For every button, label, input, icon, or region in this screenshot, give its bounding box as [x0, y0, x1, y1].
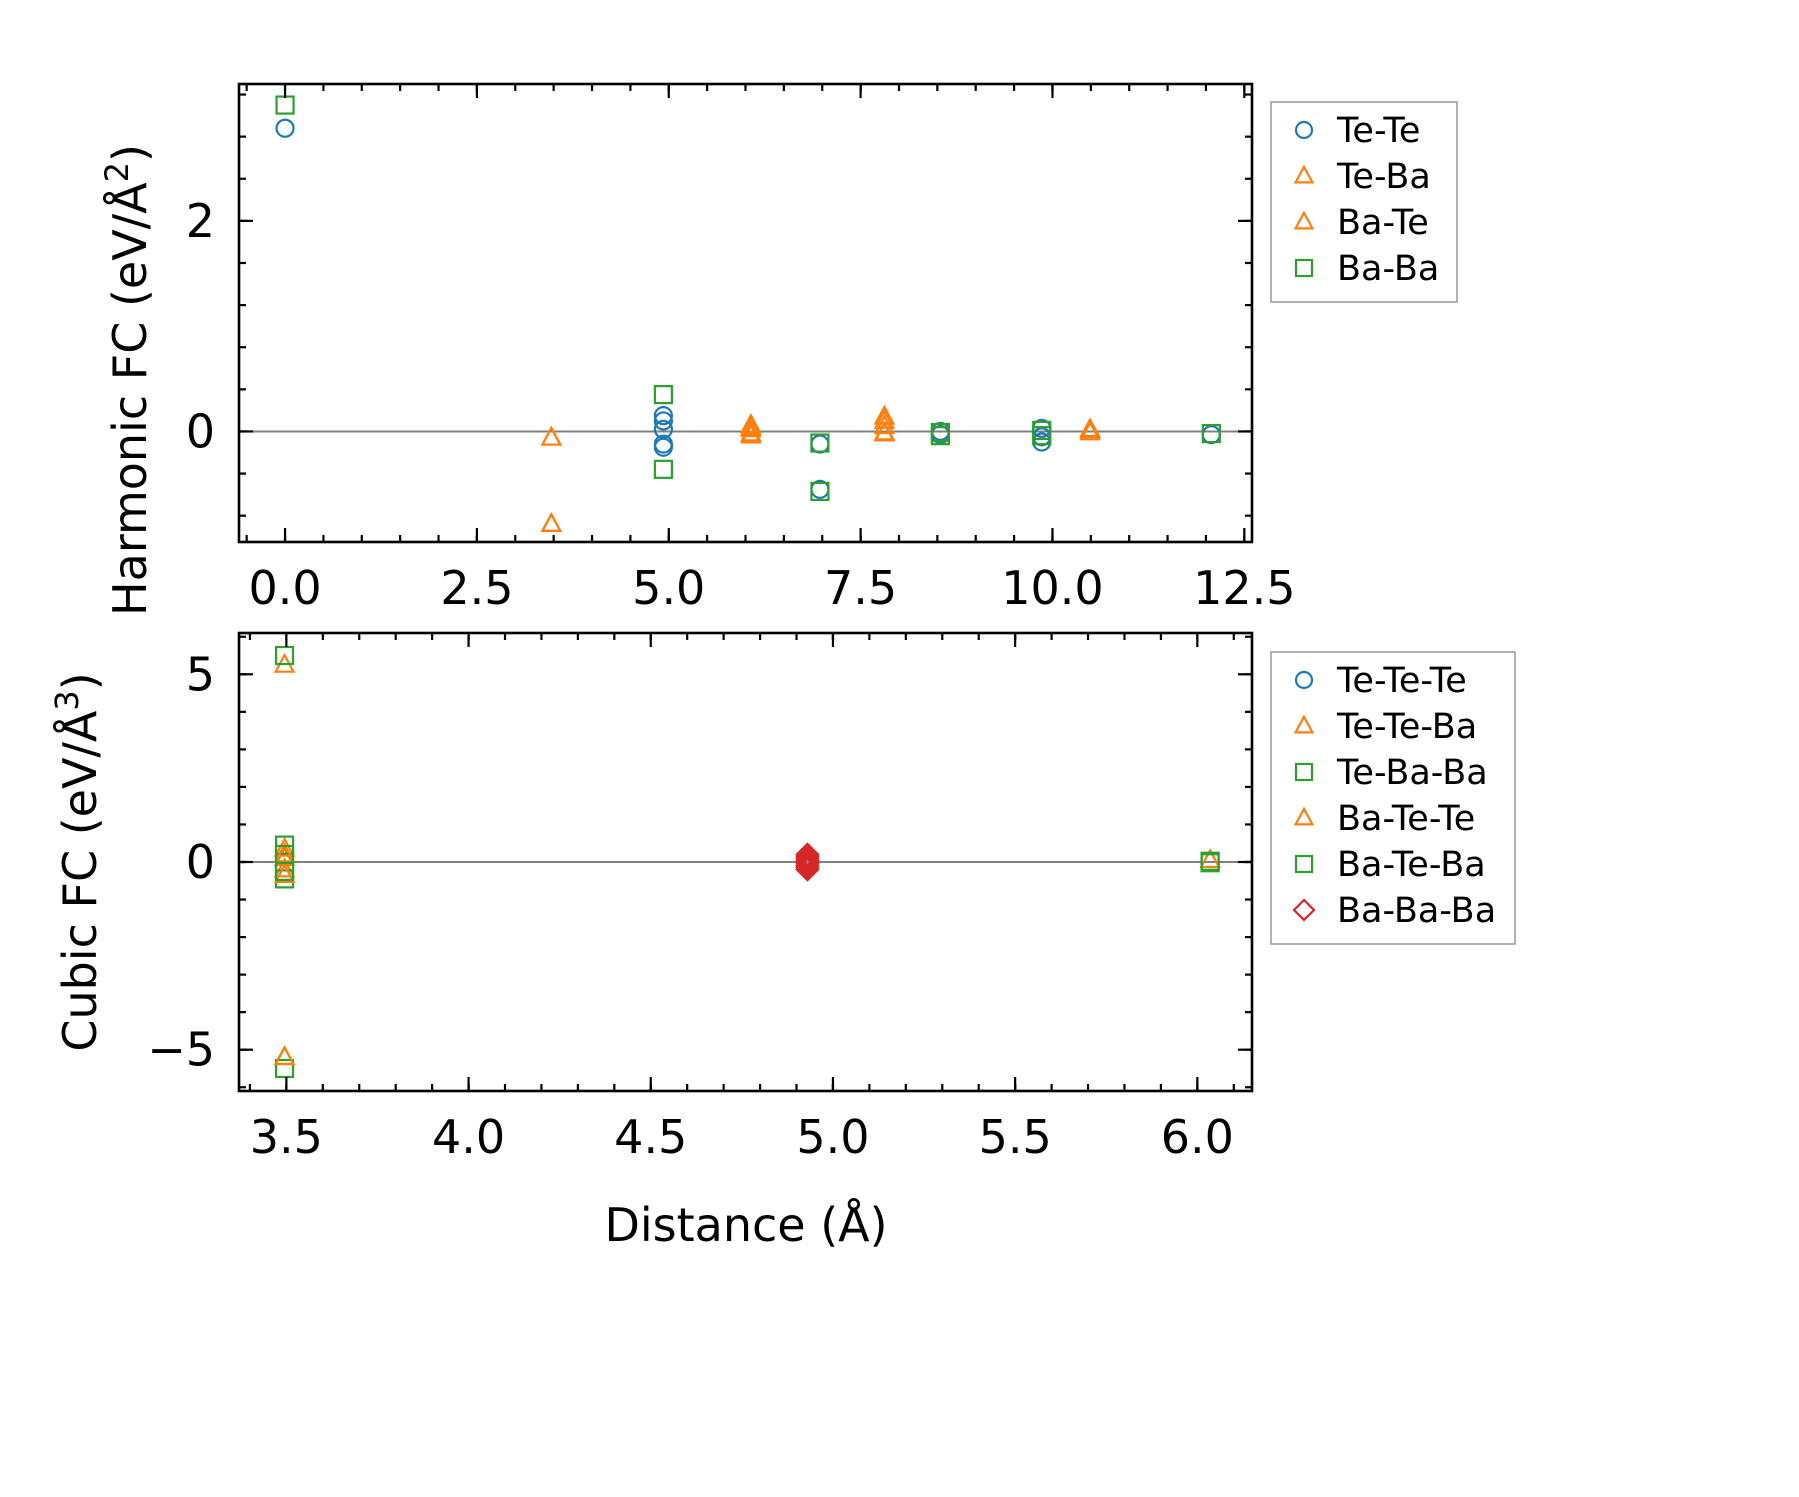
ba-te-te-point: [273, 863, 296, 884]
te-te-point: [653, 437, 673, 457]
ba-ba-point: [810, 481, 830, 502]
harmonic-y-tick-labels: 02: [186, 194, 215, 459]
ba-te-point: [540, 425, 563, 446]
ba-te-point: [740, 415, 762, 436]
plot-frame: [237, 631, 1254, 1093]
ba-te-point: [873, 420, 896, 441]
ba-te-te-point: [273, 1045, 296, 1066]
ba-ba-point: [810, 433, 830, 453]
harmonic-y-axis-label: Harmonic FC (eV/Å2): [98, 144, 157, 616]
te-te-ba-point: [273, 857, 296, 878]
ba-te-ba-point: [274, 861, 295, 881]
ba-ba-ba-point: [795, 857, 820, 882]
ba-ba-ba-point: [795, 851, 820, 877]
y-tick-label: 0: [186, 835, 215, 889]
te-te-point: [653, 411, 673, 431]
x-tick-label: 6.0: [1161, 1110, 1234, 1164]
legend-label: Te-Te-Ba: [1336, 707, 1477, 747]
legend-label: Te-Ba: [1336, 157, 1431, 197]
harmonic-data-points: [239, 95, 1252, 533]
cubic-ticks: [237, 631, 1254, 1093]
plot-frame: [237, 82, 1254, 544]
ba-te-point: [873, 408, 896, 429]
legend-marker: [1293, 806, 1315, 826]
x-tick-label: 10.0: [1001, 561, 1103, 615]
legend-label: Te-Te: [1336, 111, 1420, 151]
ba-ba-point: [1201, 423, 1221, 444]
harmonic-ticks: [237, 82, 1254, 544]
legend-label: Ba-Ba: [1337, 249, 1439, 289]
te-ba-ba-point: [274, 645, 295, 666]
ba-ba-point: [1032, 426, 1052, 446]
y-tick-label: 2: [186, 194, 215, 248]
legend-marker: [1294, 762, 1314, 782]
ba-te-te-point: [273, 842, 296, 863]
legend-label: Te-Ba-Ba: [1336, 753, 1488, 793]
legend-label: Ba-Te-Ba: [1337, 845, 1486, 885]
legend-marker: [1294, 120, 1314, 140]
legend-frame: [1270, 651, 1516, 945]
cubic-x-tick-labels: 3.5 4.0 4.5 5.0 5.5 6.0: [250, 1110, 1234, 1164]
y-tick-label: −5: [147, 1023, 215, 1077]
x-tick-label: 2.5: [440, 561, 513, 615]
harmonic-fc-panel: 0.0 2.5 5.0 7.5 10.0 12.5 02 Harmonic FC (eV/…: [98, 82, 1458, 616]
legend-marker: [1294, 258, 1314, 278]
x-tick-label: 4.5: [614, 1110, 687, 1164]
y-tick-label: 5: [186, 647, 215, 701]
te-te-ba-point: [1199, 848, 1221, 869]
ba-ba-ba-point: [795, 847, 820, 873]
legend-marker: [1292, 898, 1316, 922]
x-tick-label: 7.5: [824, 561, 897, 615]
te-ba-point: [873, 414, 896, 435]
y-tick-label: 0: [186, 404, 215, 458]
legend-label: Ba-Te-Te: [1337, 799, 1475, 839]
legend-marker: [1293, 164, 1315, 184]
ba-te-point: [740, 421, 762, 442]
ba-ba-ba-point: [795, 846, 820, 871]
ba-ba-ba-point: [795, 855, 820, 880]
ba-ba-point: [653, 459, 673, 479]
te-ba-ba-point: [274, 1058, 295, 1079]
ba-ba-ba-point: [795, 853, 820, 878]
te-te-point: [275, 118, 295, 138]
ba-ba-ba-point: [795, 844, 820, 869]
x-tick-label: 5.0: [632, 561, 705, 615]
x-tick-label: 0.0: [248, 561, 321, 615]
cubic-legend: Te-Te-Te Te-Te-Ba Te-Ba-Ba Ba-Te-Te Ba-Te-Ba…: [1270, 651, 1516, 945]
ba-ba-point: [930, 426, 951, 446]
legend-marker: [1294, 854, 1314, 874]
legend-frame: [1270, 101, 1458, 303]
x-tick-label: 12.5: [1193, 561, 1295, 615]
cubic-fc-panel: 3.5 4.0 4.5 5.0 5.5 6.0 −5 0 5 Cubic FC (eV/Å3)…: [48, 631, 1516, 1164]
legend-label: Ba-Te: [1337, 203, 1429, 243]
ba-ba-ba-point: [795, 842, 820, 867]
x-tick-label: 5.0: [796, 1110, 869, 1164]
x-axis-label: Distance (Å): [604, 1198, 887, 1252]
x-tick-label: 3.5: [250, 1110, 323, 1164]
ba-ba-point: [653, 384, 673, 405]
legend-marker: [1294, 670, 1314, 690]
ba-te-ba-point: [1200, 851, 1220, 871]
cubic-y-tick-labels: −5 0 5: [147, 647, 215, 1076]
x-tick-label: 5.5: [979, 1110, 1052, 1164]
harmonic-legend: Te-Te Te-Ba Ba-Te Ba-Ba: [1270, 101, 1458, 303]
legend-marker: [1293, 210, 1315, 230]
x-tick-label: 4.0: [432, 1110, 505, 1164]
te-te-ba-point: [273, 836, 296, 857]
ba-ba-ba-point: [795, 849, 820, 875]
cubic-data-points: [239, 645, 1252, 1079]
ba-te-point: [540, 512, 563, 533]
te-te-point: [653, 406, 673, 426]
legend-marker: [1293, 714, 1315, 734]
cubic-y-axis-label: Cubic FC (eV/Å3): [48, 672, 107, 1051]
ba-te-point: [1079, 418, 1101, 439]
harmonic-x-tick-labels: 0.0 2.5 5.0 7.5 10.0 12.5: [248, 561, 1295, 615]
legend-label: Te-Te-Te: [1336, 661, 1467, 701]
legend-label: Ba-Ba-Ba: [1337, 891, 1496, 931]
